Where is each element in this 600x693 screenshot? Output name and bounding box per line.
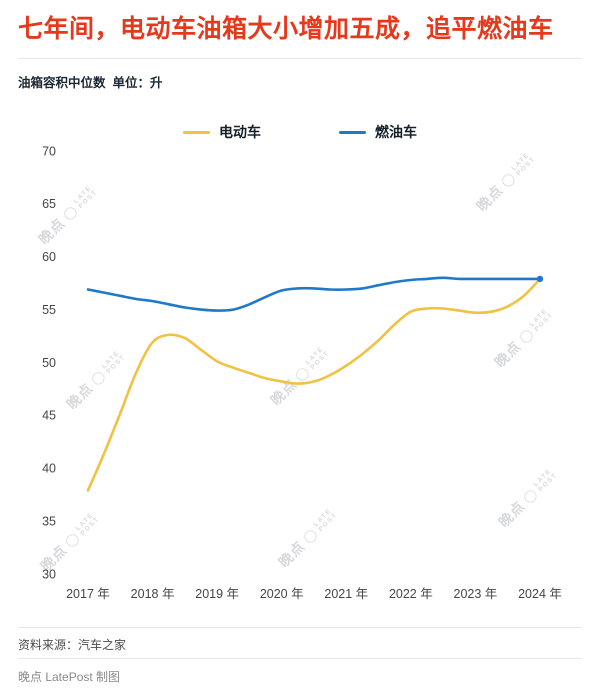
svg-text:70: 70	[42, 144, 56, 158]
legend-label-ev: 电动车	[219, 124, 261, 140]
chart-legend: 电动车 燃油车	[0, 122, 600, 142]
svg-text:50: 50	[42, 356, 56, 370]
series-line-电动车	[86, 277, 542, 492]
svg-text:2018 年: 2018 年	[131, 587, 175, 601]
svg-text:60: 60	[42, 250, 56, 264]
legend-item-fuel: 燃油车	[339, 122, 417, 142]
svg-text:55: 55	[42, 303, 56, 317]
svg-text:2019 年: 2019 年	[195, 587, 239, 601]
legend-item-ev: 电动车	[183, 122, 261, 142]
svg-text:2017 年: 2017 年	[66, 587, 110, 601]
chart-svg: 30 35 40 45 50 55 60 65 70 2017 年 2018 年 2019 年 2020…	[42, 144, 562, 601]
svg-text:65: 65	[42, 197, 56, 211]
svg-text:45: 45	[42, 409, 56, 423]
svg-text:40: 40	[42, 462, 56, 476]
svg-text:30: 30	[42, 567, 56, 581]
line-chart: 30 35 40 45 50 55 60 65 70 2017 年 2018 年 2019 年 2020…	[0, 142, 600, 612]
series-line-燃油车	[86, 276, 542, 312]
credit-note: 晚点 LatePost 制图	[18, 670, 121, 684]
page-title: 七年间，电动车油箱大小增加五成，追平燃油车	[18, 15, 554, 43]
svg-text:35: 35	[42, 514, 56, 528]
chart-subtitle: 油箱容积中位数 单位：升	[18, 76, 163, 90]
svg-text:2022 年: 2022 年	[389, 587, 433, 601]
series-end-dot	[536, 275, 544, 283]
legend-label-fuel: 燃油车	[375, 124, 417, 140]
svg-text:2023 年: 2023 年	[454, 587, 498, 601]
credit-divider	[18, 658, 582, 659]
svg-text:2021 年: 2021 年	[324, 587, 368, 601]
legend-swatch-fuel	[339, 130, 366, 134]
source-note: 资料来源：汽车之家	[18, 638, 127, 652]
header-divider	[18, 58, 582, 59]
footer-divider	[18, 627, 582, 628]
legend-swatch-ev	[183, 130, 210, 134]
svg-text:2020 年: 2020 年	[260, 587, 304, 601]
svg-text:2024 年: 2024 年	[518, 587, 562, 601]
